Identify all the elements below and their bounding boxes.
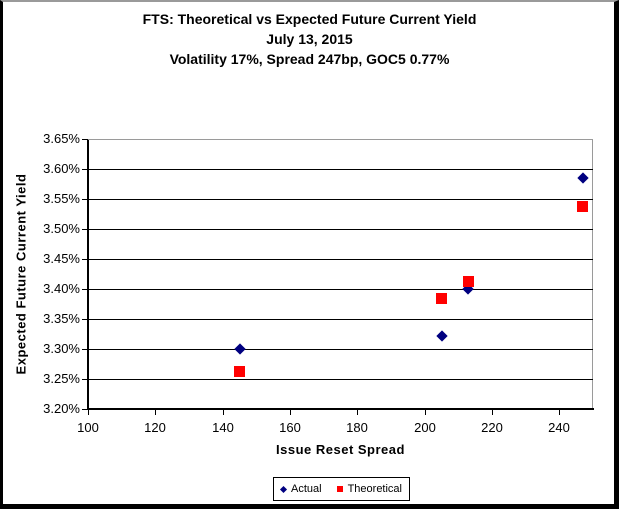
y-tick-label: 3.65%: [43, 131, 80, 146]
gridline: [88, 139, 593, 140]
y-tick-label: 3.45%: [43, 251, 80, 266]
gridline: [88, 319, 593, 320]
gridline: [88, 289, 593, 290]
data-point-theoretical: [436, 292, 447, 304]
x-tick-label: 120: [144, 420, 166, 435]
legend-label-theoretical: Theoretical: [347, 483, 402, 495]
chart-title-line-2: July 13, 2015: [266, 31, 353, 47]
x-tick-label: 140: [212, 420, 234, 435]
x-axis-tick: [223, 410, 224, 415]
data-point-theoretical: [462, 276, 474, 288]
y-tick-label: 3.60%: [43, 161, 80, 176]
y-axis-tick: [82, 139, 87, 140]
x-axis-tick: [357, 410, 358, 415]
x-axis-tick: [290, 410, 291, 415]
y-axis-tick: [82, 259, 87, 260]
x-tick-label: 220: [481, 420, 503, 435]
data-point-actual: [435, 330, 448, 342]
chart-title-line-1: FTS: Theoretical vs Expected Future Curr…: [142, 11, 477, 27]
x-axis-tick: [559, 410, 560, 415]
x-axis-tick: [155, 410, 156, 415]
legend-item-theoretical: Theoretical: [336, 483, 402, 495]
gridline: [88, 169, 593, 170]
legend: Actual Theoretical: [273, 477, 410, 501]
plot-right-border: [592, 139, 593, 409]
y-axis-line: [87, 139, 89, 410]
actual-diamond-icon: [279, 485, 288, 493]
y-axis-tick: [82, 409, 87, 410]
y-axis-tick: [82, 379, 87, 380]
legend-label-actual: Actual: [291, 483, 322, 495]
x-axis-line: [87, 408, 594, 410]
x-axis-tick: [492, 410, 493, 415]
y-axis-tick: [82, 229, 87, 230]
y-tick-label: 3.55%: [43, 191, 80, 206]
y-tick-label: 3.50%: [43, 221, 80, 236]
data-point-actual: [577, 172, 589, 184]
legend-item-actual: Actual: [279, 483, 322, 495]
x-tick-label: 200: [414, 420, 436, 435]
data-point-theoretical: [234, 366, 245, 378]
y-tick-label: 3.20%: [43, 401, 80, 416]
gridline: [88, 349, 593, 350]
y-tick-label: 3.40%: [43, 281, 80, 296]
x-tick-label: 160: [279, 420, 301, 435]
gridline: [88, 379, 593, 380]
y-axis-tick: [82, 199, 87, 200]
y-axis-tick: [82, 319, 87, 320]
chart-title-line-3: Volatility 17%, Spread 247bp, GOC5 0.77%: [169, 51, 450, 67]
data-point-theoretical: [577, 200, 589, 212]
plot-area: 3.65% 3.60% 3.55% 3.50% 3.45% 3.40% 3.35% 3.30%…: [43, 131, 594, 435]
gridline: [88, 259, 593, 260]
y-axis-tick: [82, 169, 87, 170]
x-tick-label: 240: [548, 420, 570, 435]
y-tick-label: 3.35%: [43, 311, 80, 326]
x-axis-tick: [425, 410, 426, 415]
y-axis-tick: [82, 289, 87, 290]
chart-title: FTS: Theoretical vs Expected Future Curr…: [0, 9, 619, 69]
x-axis-tick: [88, 410, 89, 415]
data-point-actual: [233, 343, 246, 355]
gridline: [88, 229, 593, 230]
theoretical-square-icon: [336, 486, 343, 492]
y-axis-title: Expected Future Current Yield: [13, 173, 29, 375]
gridline: [88, 199, 593, 200]
x-tick-label: 180: [346, 420, 368, 435]
y-axis-tick: [82, 349, 87, 350]
x-tick-label: 100: [77, 420, 99, 435]
y-tick-label: 3.25%: [43, 371, 80, 386]
x-axis-title: Issue Reset Spread: [276, 442, 405, 457]
y-tick-label: 3.30%: [43, 341, 80, 356]
